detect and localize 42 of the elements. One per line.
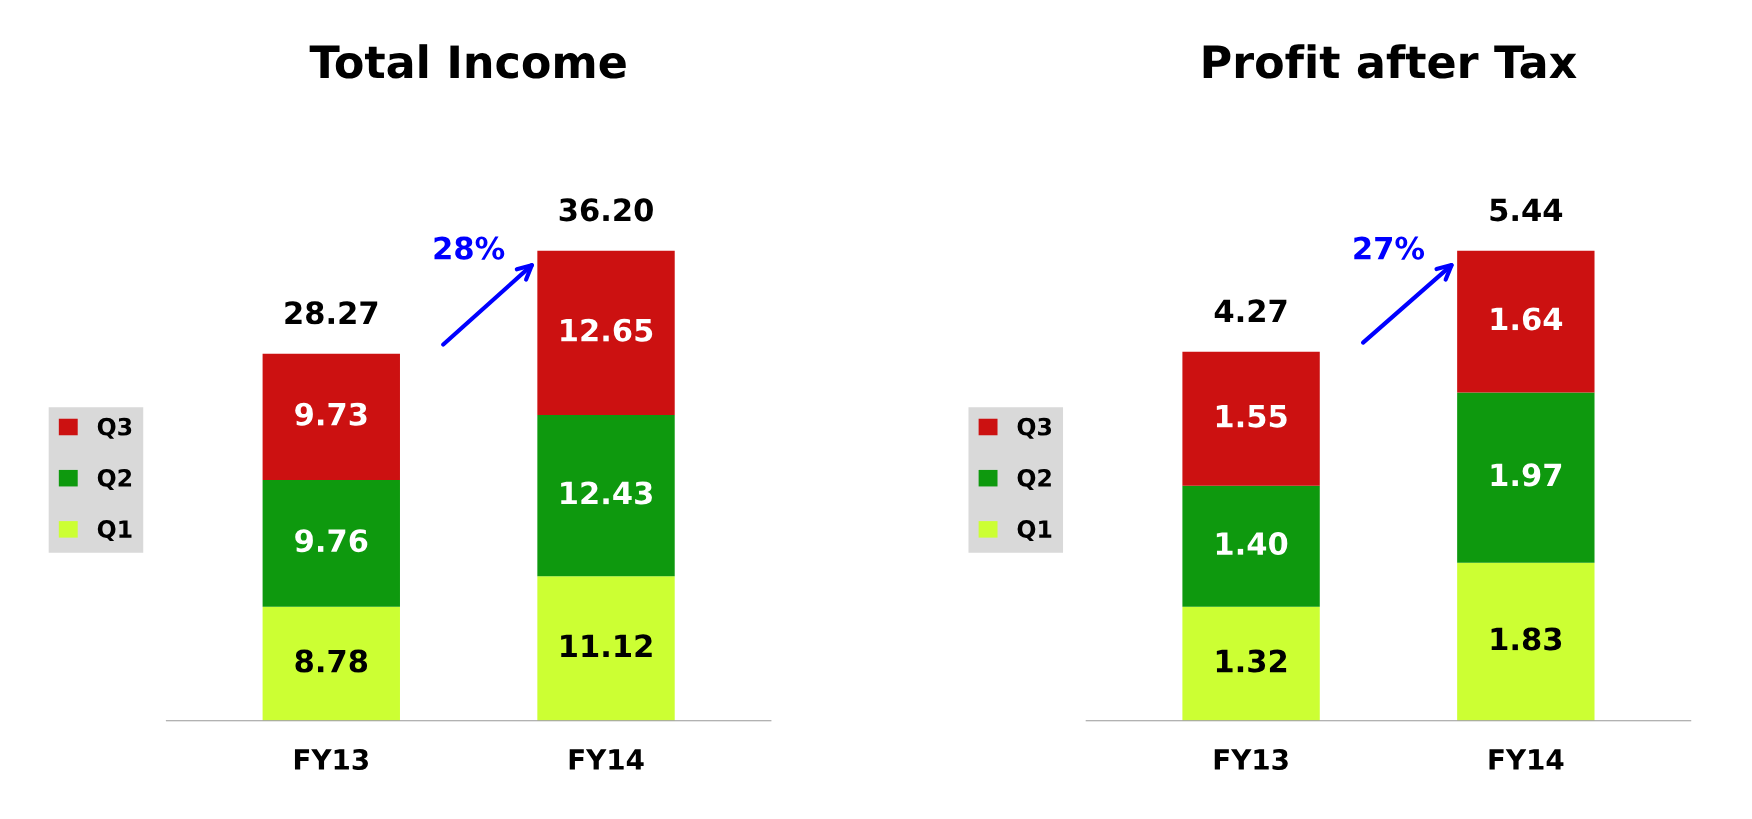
bar bbox=[1457, 250, 1595, 393]
data-label: 1.32 bbox=[1216, 649, 1287, 673]
chart-title: Profit after Tax bbox=[1203, 44, 1577, 79]
x-tick-label: FY13 bbox=[1214, 748, 1288, 770]
bar bbox=[1457, 392, 1595, 563]
total-label: 28.27 bbox=[285, 301, 378, 325]
bar bbox=[537, 415, 675, 577]
x-tick-label: FY14 bbox=[1489, 749, 1564, 770]
legend-label: Q3 bbox=[1017, 417, 1052, 439]
data-label: 1.83 bbox=[1491, 627, 1562, 651]
bar bbox=[262, 353, 400, 481]
total-label: 36.20 bbox=[559, 198, 653, 222]
bar bbox=[1182, 351, 1320, 486]
annotation: 27% bbox=[1354, 236, 1425, 260]
bar bbox=[537, 576, 675, 721]
legend-label: Q2 bbox=[1017, 468, 1051, 490]
legend-label: Q2 bbox=[97, 468, 132, 490]
data-label: 12.65 bbox=[561, 318, 653, 342]
total-label: 4.27 bbox=[1214, 299, 1287, 323]
x-tick-label: FY13 bbox=[294, 748, 368, 770]
bar bbox=[1457, 562, 1595, 721]
data-label: 8.78 bbox=[295, 649, 368, 673]
data-label: 12.43 bbox=[561, 481, 652, 505]
data-label: 9.76 bbox=[295, 529, 368, 553]
data-label: 1.97 bbox=[1491, 463, 1562, 487]
data-label: 9.73 bbox=[295, 402, 367, 426]
bar bbox=[1182, 606, 1320, 721]
data-label: 1.40 bbox=[1216, 531, 1288, 556]
total-label: 5.44 bbox=[1490, 198, 1563, 222]
chart-title: Total Income bbox=[309, 44, 626, 79]
bar bbox=[262, 480, 400, 607]
data-label: 11.12 bbox=[561, 634, 652, 657]
bar bbox=[1182, 485, 1320, 607]
annotation: 28% bbox=[434, 236, 505, 260]
data-label: 1.64 bbox=[1491, 307, 1563, 331]
bar bbox=[262, 606, 400, 721]
legend-label: Q1 bbox=[97, 520, 132, 542]
data-label: 1.55 bbox=[1216, 404, 1287, 428]
bar bbox=[537, 250, 675, 416]
legend-label: Q3 bbox=[97, 417, 132, 439]
x-tick-label: FY14 bbox=[569, 749, 644, 770]
legend-label: Q1 bbox=[1017, 520, 1052, 542]
